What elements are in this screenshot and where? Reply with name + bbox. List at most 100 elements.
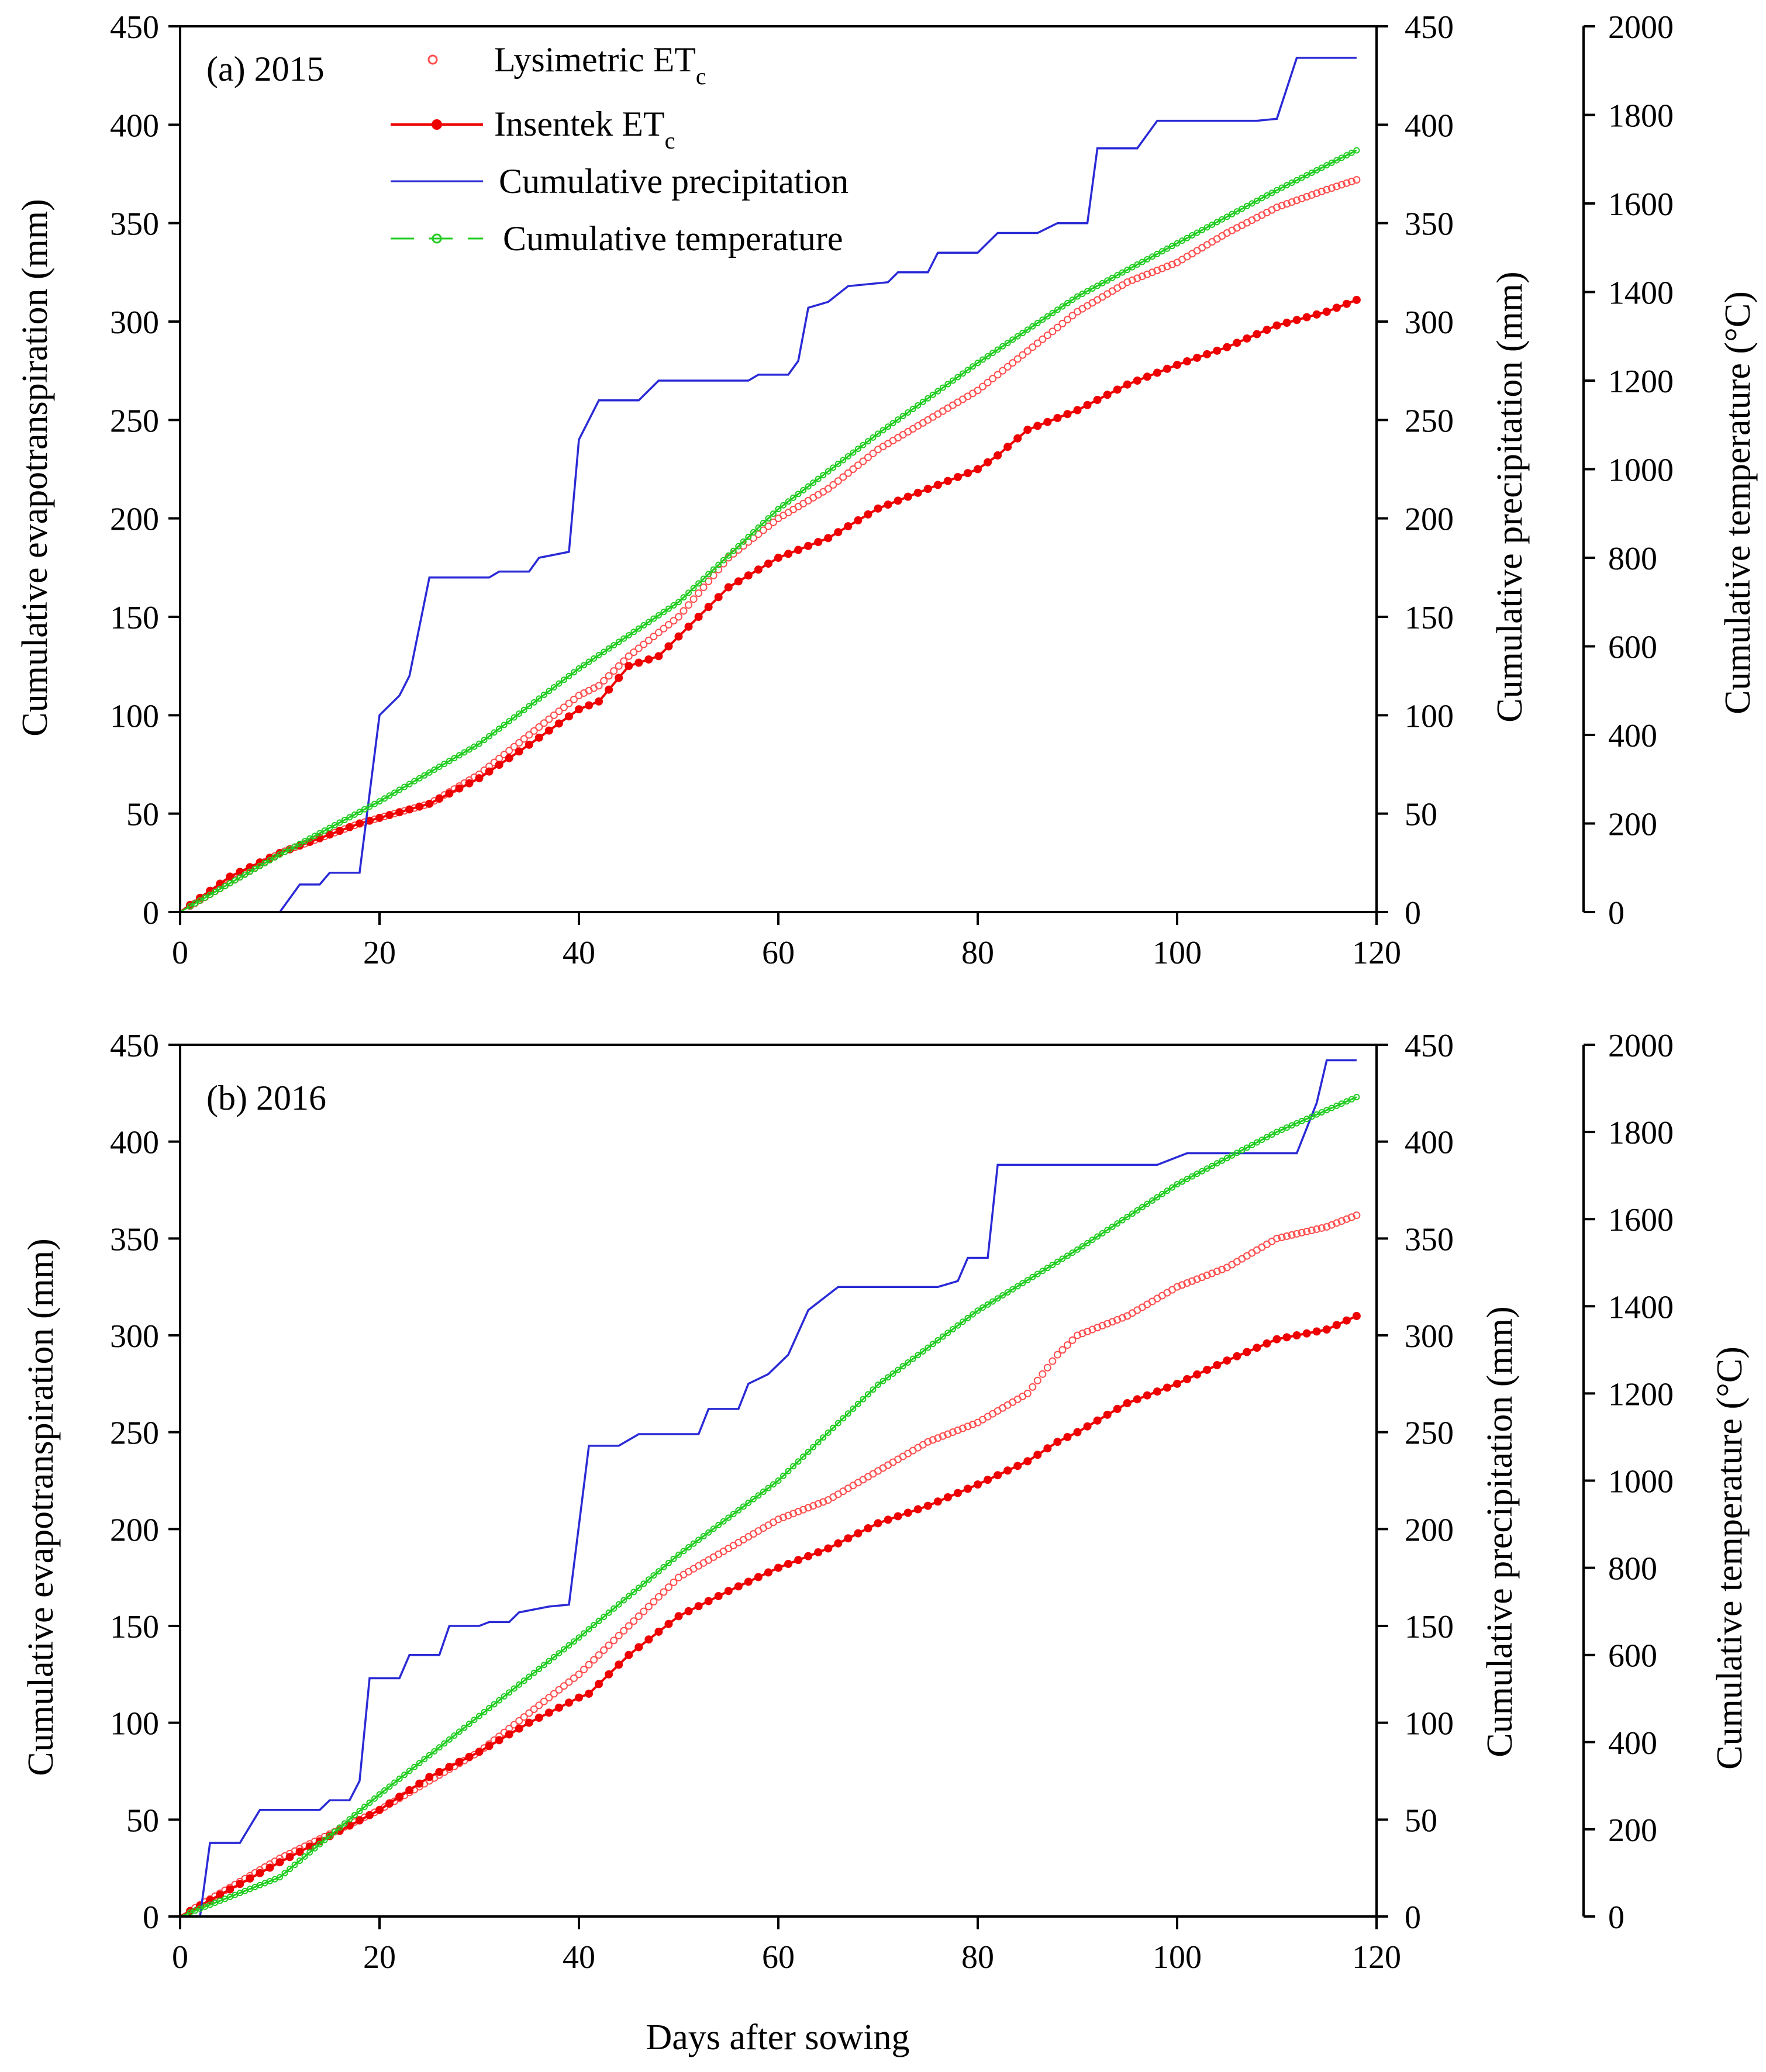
panel-b-temperature-point: [805, 1448, 812, 1455]
panel-b-temperature-point: [1179, 1178, 1186, 1185]
panel-b-insentek-point: [644, 1635, 653, 1644]
panel-a-insentek-point: [903, 492, 912, 501]
panel-a-temperature-point: [919, 398, 926, 405]
panel-b-insentek-point: [415, 1779, 424, 1788]
panel-b-temperature-point: [1134, 1207, 1141, 1214]
panel-a-lysimetric-point: [620, 657, 628, 665]
panel-b-left-tick-label: 400: [110, 1125, 159, 1161]
panel-a-temperature-point: [1223, 213, 1230, 220]
panel-b-insentek-point: [1073, 1428, 1082, 1436]
panel-a-temperature-point: [834, 460, 841, 467]
panel-b-insentek-point: [485, 1742, 494, 1750]
legend-label-insentek: Insentek ET: [494, 105, 665, 143]
panel-b-temperature-point: [939, 1333, 946, 1340]
panel-b-insentek-point: [794, 1556, 803, 1565]
panel-a-temperature-point: [1288, 179, 1295, 186]
panel-a-insentek-point: [913, 488, 922, 497]
panel-b-temperature-point: [530, 1669, 537, 1676]
panel-a-temperature-point: [1004, 340, 1011, 347]
panel-b-temperature-point: [1034, 1270, 1041, 1277]
panel-b-lysimetric-point: [948, 1428, 957, 1436]
panel-b-temperature-point: [1158, 1190, 1165, 1197]
panel-b-insentek-point: [664, 1619, 673, 1628]
panel-a-temperature-point: [416, 775, 423, 782]
panel-b-temperature-point: [989, 1298, 996, 1305]
panel-b-temperature-point: [406, 1767, 413, 1774]
panel-b-temperature-point: [296, 1857, 303, 1864]
panel-b-temperature-point: [834, 1420, 841, 1427]
panel-b-temperature-point: [954, 1322, 961, 1329]
panel-b-lysimetric-point: [1343, 1215, 1351, 1223]
panel-b-lysimetric-point: [1337, 1217, 1346, 1225]
panel-a-lysimetric-point: [979, 382, 987, 391]
panel-b-temperature-point: [381, 1787, 388, 1794]
panel-a-temperature-point: [1184, 234, 1191, 241]
panel-a-temp-tick-label: 1000: [1608, 453, 1674, 489]
panel-a-temperature-point: [899, 413, 906, 420]
panel-a-temperature-point: [715, 561, 722, 568]
panel-a-temperature-point: [326, 824, 333, 831]
panel-a-lysimetric-point: [615, 662, 623, 670]
panel-a-lysimetric-point: [1063, 316, 1071, 324]
panel-b-insentek-point: [844, 1534, 853, 1543]
panel-a-lysimetric-point: [630, 648, 638, 657]
panel-b-insentek-point: [1233, 1352, 1241, 1360]
panel-a-temperature-point: [1104, 277, 1111, 284]
panel-a-temperature-point: [1338, 154, 1345, 161]
panel-a-temperature-point: [1164, 245, 1171, 252]
panel-b-temperature-point: [905, 1359, 912, 1366]
panel-a-insentek-point: [1083, 400, 1092, 409]
panel-a-insentek-point: [984, 458, 992, 467]
panel-a-lysimetric-point: [1273, 203, 1281, 212]
panel-b-temperature-point: [1044, 1265, 1051, 1272]
panel-b-lysimetric-point: [1043, 1363, 1051, 1372]
panel-b-right-tick-label: 50: [1405, 1802, 1437, 1839]
panel-b-lysimetric-point: [654, 1593, 663, 1601]
panel-a-temperature-point: [675, 599, 682, 606]
panel-a-temperature-point: [1148, 253, 1156, 260]
panel-b-insentek-point: [634, 1643, 643, 1652]
panel-b-temperature-point: [465, 1720, 472, 1727]
panel-b-temperature-point: [306, 1849, 313, 1856]
panel-a-insentek-point: [1322, 308, 1331, 316]
panel-a-lysimetric-point: [505, 747, 513, 755]
panel-b-temperature-point: [775, 1477, 782, 1484]
panel-b-temperature-point: [1219, 1157, 1226, 1164]
panel-a-lysimetric-point: [1283, 200, 1291, 208]
panel-b-temperature-point: [645, 1576, 652, 1583]
panel-b-temperature-point: [1104, 1227, 1111, 1234]
panel-b-temperature-point: [915, 1352, 922, 1359]
panel-b-lysimetric-point: [1203, 1271, 1211, 1279]
panel-b-lysimetric-point: [784, 1511, 792, 1520]
panel-a-temperature-point: [1074, 293, 1081, 300]
panel-b-insentek-point: [1183, 1375, 1192, 1383]
panel-b-temperature-point: [969, 1311, 976, 1318]
panel-b-insentek-point: [534, 1714, 543, 1722]
panel-a-temperature-point: [944, 381, 951, 388]
panel-b-temperature-point: [974, 1307, 981, 1314]
panel-a-temperature-point: [356, 809, 363, 816]
panel-b-temperature-point: [456, 1728, 463, 1735]
panel-b-temperature-point: [1054, 1258, 1061, 1265]
panel-b-lysimetric-point: [1084, 1327, 1092, 1335]
panel-a-temperature-point: [870, 434, 877, 441]
panel-b-insentek-point: [525, 1718, 533, 1727]
panel-b-lysimetric-point: [934, 1434, 942, 1442]
panel-a-temperature-point: [461, 749, 468, 756]
panel-b-insentek-point: [1103, 1410, 1112, 1419]
panel-a-lysimetric-point: [869, 450, 877, 458]
panel-b-insentek-point: [1053, 1438, 1062, 1446]
panel-b-lysimetric-point: [809, 1502, 818, 1510]
panel-a-lysimetric-point: [1323, 185, 1331, 194]
panel-a-temperature-point: [271, 854, 278, 861]
panel-b-lysimetric-point: [1088, 1325, 1096, 1334]
panel-b-insentek-point: [804, 1552, 813, 1560]
panel-b-insentek-point: [1203, 1365, 1212, 1374]
panel-b-temperature-point: [560, 1646, 567, 1653]
panel-a-temperature-point: [650, 615, 657, 622]
panel-a-temperature-point: [909, 405, 916, 412]
panel-b-temperature-point: [287, 1866, 294, 1873]
panel-a-left-tick-label: 50: [126, 797, 159, 833]
panel-a-temperature-point: [1089, 285, 1096, 292]
panel-a-temperature-point: [277, 851, 283, 858]
